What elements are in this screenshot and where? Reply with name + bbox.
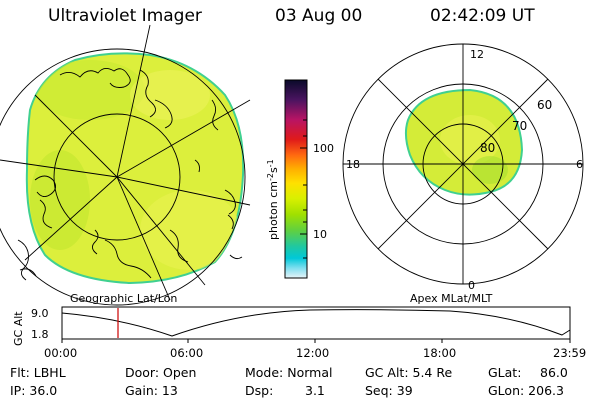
altitude-plot: GC Alt 9.0 1.8 00:00 06:00 12:00 18:00 2… xyxy=(12,306,586,360)
status-flt: Flt: LBHL xyxy=(10,365,66,380)
status-mode: Mode: Normal xyxy=(245,365,333,380)
colorbar-tick-100: 100 xyxy=(313,142,334,155)
mlt-0-label: 0 xyxy=(468,279,475,292)
status-gain: Gain: 13 xyxy=(125,383,178,398)
date-label: 03 Aug 00 xyxy=(275,6,363,26)
colorbar: 100 10 photon cm-2s-1 xyxy=(266,79,334,279)
colorbar-tick-10: 10 xyxy=(313,228,327,241)
altitude-ylabel: GC Alt xyxy=(12,311,25,346)
altitude-ymin: 1.8 xyxy=(31,328,49,341)
colorbar-label: photon cm-2s-1 xyxy=(266,159,280,240)
status-seq: Seq: 39 xyxy=(365,383,413,398)
altitude-curve xyxy=(61,309,571,337)
altitude-x-ticks xyxy=(61,339,571,343)
xtick-0600: 06:00 xyxy=(170,346,203,360)
lat-70-label: 70 xyxy=(512,119,527,133)
geo-meridians xyxy=(0,24,251,301)
lat-60-label: 60 xyxy=(537,98,552,112)
time-label: 02:42:09 UT xyxy=(430,6,535,26)
altitude-ymax: 9.0 xyxy=(31,307,49,320)
xtick-1200: 12:00 xyxy=(296,346,329,360)
mlt-12-label: 12 xyxy=(470,48,484,61)
geo-panel-caption: Geographic Lat/Lon xyxy=(70,292,177,305)
status-glat-value: 86.0 xyxy=(540,365,568,380)
polar-spokes xyxy=(343,44,583,284)
mlt-18-label: 18 xyxy=(346,158,360,171)
lat-80-label: 80 xyxy=(480,141,495,155)
polar-panel-caption: Apex MLat/MLT xyxy=(410,292,493,305)
status-dsp-label: Dsp: xyxy=(245,383,274,398)
xtick-2359: 23:59 xyxy=(553,346,586,360)
geo-lat-circle-inner xyxy=(53,113,181,241)
xtick-1800: 18:00 xyxy=(423,346,456,360)
status-gc-alt: GC Alt: 5.4 Re xyxy=(365,365,453,380)
xtick-0000: 00:00 xyxy=(44,346,77,360)
mlt-6-label: 6 xyxy=(576,158,583,171)
status-glat-label: GLat: xyxy=(488,365,522,380)
status-dsp-value: 3.1 xyxy=(305,383,325,398)
altitude-plot-frame xyxy=(61,306,571,340)
colorbar-gradient xyxy=(284,79,308,279)
polar-image-panel: 12 18 6 0 60 70 80 xyxy=(342,43,584,292)
status-door: Door: Open xyxy=(125,365,197,380)
status-ip: IP: 36.0 xyxy=(10,383,58,398)
instrument-title: Ultraviolet Imager xyxy=(48,6,202,26)
geo-lat-circle-outer xyxy=(0,48,246,306)
geo-texture xyxy=(30,60,240,270)
geographic-image-panel xyxy=(0,24,251,306)
geo-coastlines xyxy=(17,68,243,281)
status-glon: GLon: 206.3 xyxy=(488,383,564,398)
